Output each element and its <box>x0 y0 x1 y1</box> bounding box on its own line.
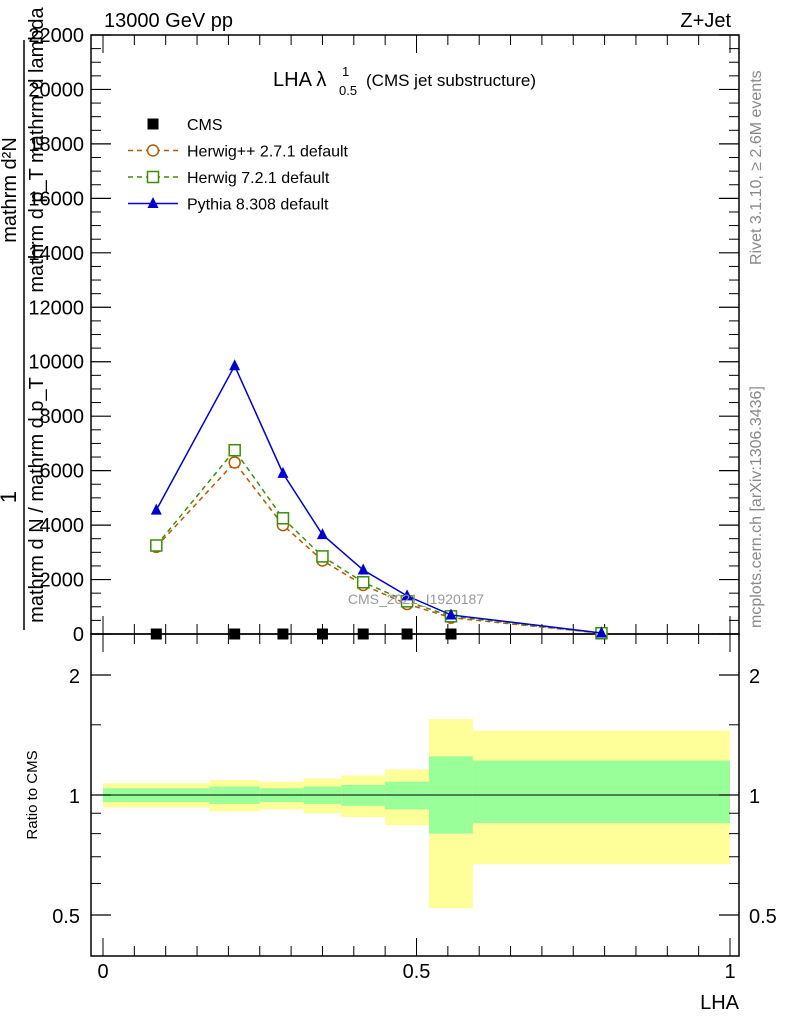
plot-title-suffix: (CMS jet substructure) <box>366 71 536 90</box>
ratio-y-tick-label-right: 1 <box>749 786 760 808</box>
analysis-watermark: CMS_2021_I1920187 <box>348 591 484 607</box>
data-point <box>228 456 241 469</box>
legend: CMS Herwig++ 2.7.1 default Herwig 7.2.1 de… <box>128 117 349 214</box>
main-y-tick-label: 4000 <box>40 515 85 537</box>
x-tick-label: 1 <box>724 961 735 983</box>
data-point <box>316 628 328 640</box>
main-y-tick-label: 6000 <box>40 461 85 483</box>
legend-label-1: Herwig++ 2.7.1 default <box>187 144 349 161</box>
data-point <box>228 443 241 457</box>
y-label-numerator: mathrm d²N <box>0 137 21 243</box>
x-tick-label: 0.5 <box>403 961 431 983</box>
series-1 <box>150 456 608 640</box>
main-y-tick-label: 20000 <box>28 79 84 101</box>
data-point <box>277 466 289 478</box>
ratio-axes: 0.5 0.5 1 1 2 2 0 0.5 1 <box>52 634 777 983</box>
ratio-y-tick-label-right: 2 <box>749 666 760 688</box>
ratio-bands <box>103 719 730 909</box>
series-line-1 <box>155 461 602 634</box>
series-line-3 <box>155 364 602 634</box>
plot-title-sup: 1 <box>342 64 349 79</box>
mcplots-label: mcplots.cern.ch [arXiv:1306.3436] <box>748 386 765 628</box>
data-point <box>357 563 369 575</box>
y-label-numerator-den: mathrm d p_T mathrm d lambda <box>26 6 48 292</box>
legend-label-3: Pythia 8.308 default <box>187 197 329 214</box>
main-y-tick-label: 14000 <box>28 243 84 265</box>
main-y-tick-label: 22000 <box>28 25 84 47</box>
plot-title-sub: 0.5 <box>339 83 357 98</box>
data-point <box>401 628 413 640</box>
data-point <box>276 512 290 525</box>
series-line-2 <box>155 448 602 634</box>
legend-marker-0 <box>147 118 159 130</box>
x-tick-label: 0 <box>97 961 108 983</box>
data-point <box>356 576 370 589</box>
plot-title-main: LHA λ <box>273 69 326 91</box>
data-point <box>150 503 162 515</box>
series-layer <box>150 359 608 640</box>
data-point <box>229 628 241 640</box>
main-y-axis-label: 1 mathrm d N / mathrm d p_T mathrm d²N m… <box>0 6 48 630</box>
ratio-y-tick-label-left: 2 <box>69 666 80 688</box>
ratio-y-tick-label-left: 1 <box>69 786 80 808</box>
legend-marker-2 <box>146 170 160 184</box>
main-y-tick-label: 8000 <box>40 406 85 428</box>
data-point <box>595 626 607 638</box>
series-2 <box>150 443 608 640</box>
main-y-tick-label: 12000 <box>28 297 84 319</box>
header-process: Z+Jet <box>680 10 731 32</box>
data-point <box>277 628 289 640</box>
main-y-tick-label: 16000 <box>28 188 84 210</box>
data-point <box>401 589 413 601</box>
data-point <box>150 628 162 640</box>
ratio-y-tick-label-right: 0.5 <box>749 906 777 928</box>
data-point <box>316 528 328 540</box>
ratio-inner-band-5 <box>385 781 430 810</box>
main-y-tick-label: 10000 <box>28 352 84 374</box>
legend-label-0: CMS <box>187 117 223 134</box>
legend-marker-1 <box>146 144 160 157</box>
legend-marker-3 <box>147 197 159 208</box>
y-label-denominator: mathrm d N / mathrm d p_T <box>26 377 48 623</box>
x-axis-label: LHA <box>700 992 740 1014</box>
ratio-inner-band-7 <box>472 760 730 824</box>
series-3 <box>150 359 607 638</box>
header-energy: 13000 GeV pp <box>104 10 233 32</box>
data-point <box>229 359 241 371</box>
main-y-tick-label: 2000 <box>40 570 85 592</box>
data-point <box>357 628 369 640</box>
main-y-tick-label: 0 <box>73 624 84 646</box>
data-point <box>445 628 457 640</box>
main-axes: 0 2000 4000 6000 8000 10000 12000 14000 16000 180… <box>28 25 739 646</box>
plot-title: LHA λ 1 0.5 (CMS jet substructure) <box>273 64 536 98</box>
data-point <box>316 550 329 563</box>
y-label-one: 1 <box>0 491 21 503</box>
ratio-y-axis-label: Ratio to CMS <box>24 750 41 839</box>
rivet-label: Rivet 3.1.10, ≥ 2.6M events <box>748 70 765 265</box>
ratio-y-tick-label-left: 0.5 <box>52 906 80 928</box>
data-point <box>150 539 163 552</box>
main-y-tick-label: 18000 <box>28 134 84 156</box>
data-point <box>445 608 457 620</box>
legend-label-2: Herwig 7.2.1 default <box>187 170 330 187</box>
